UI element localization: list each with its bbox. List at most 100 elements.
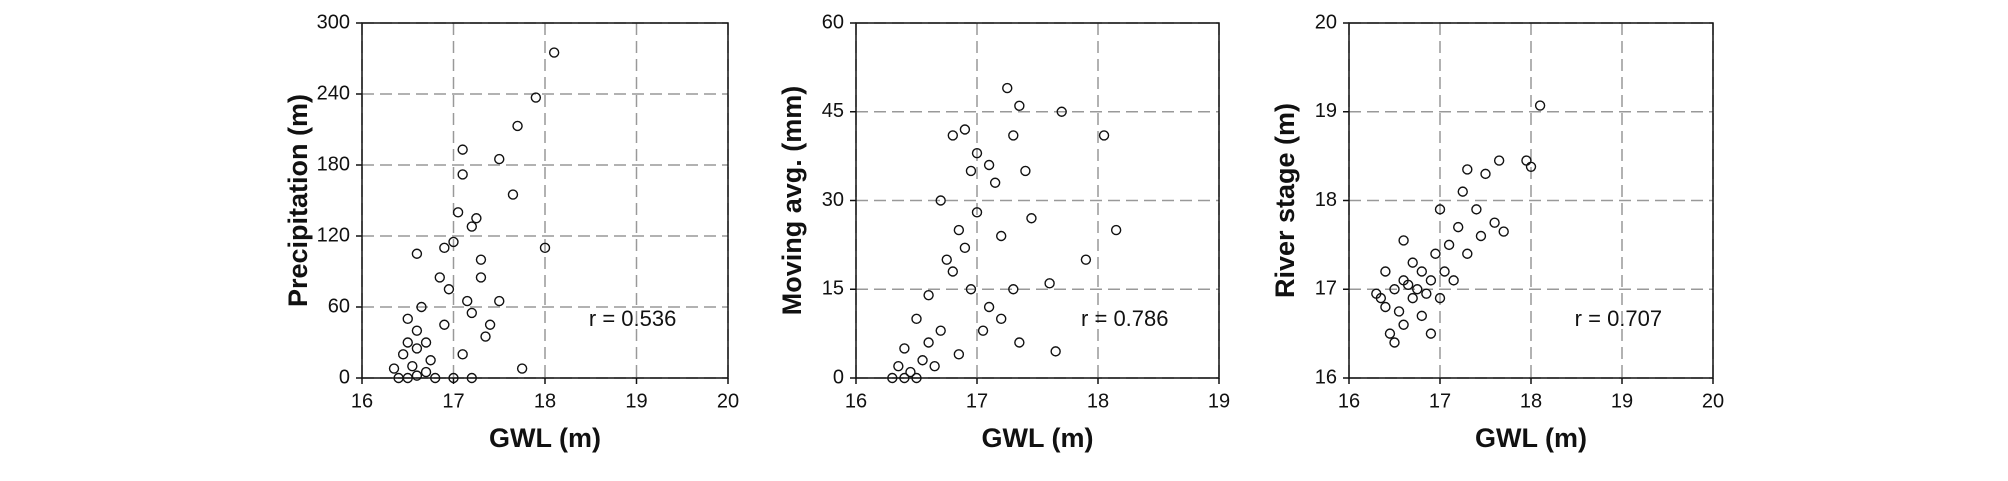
point [530,92,542,103]
point [388,363,400,374]
point [494,153,505,165]
point [971,147,983,159]
point [941,254,952,265]
point [420,337,432,348]
x-axis-label: GWL (m) [982,423,1094,453]
y-tick-label: 45 [822,100,844,122]
point [1380,266,1391,277]
note: r = 0.536 [589,306,676,331]
x-tick-label: 20 [1702,390,1724,412]
point [983,159,995,171]
point [402,313,413,325]
point [1389,284,1400,295]
point [457,144,468,155]
point [1380,301,1391,313]
point [439,319,450,330]
point [911,372,922,384]
point [484,319,496,330]
point [457,169,468,180]
point [1425,328,1437,339]
point [989,177,1001,188]
plot-border [361,22,729,379]
y-tick-label: 17 [1315,278,1337,300]
y-tick-label: 15 [822,278,844,300]
point [977,325,989,336]
point [1498,226,1509,237]
plot-border [855,22,1220,379]
point [947,130,958,141]
point [935,195,946,206]
point [1493,155,1505,166]
point [905,366,916,378]
point [1008,130,1019,141]
point [1402,279,1414,291]
point [1521,155,1532,166]
point [407,360,418,372]
point [1050,346,1061,357]
point [397,349,409,360]
point [1044,278,1055,289]
point [448,236,459,248]
point [1489,217,1500,228]
point [1407,292,1418,304]
x-tick-label: 19 [625,390,647,412]
point [893,360,904,372]
point [1439,266,1450,277]
point [411,370,423,381]
y-tick-label: 120 [317,224,350,246]
point [548,47,560,58]
y-axis-label: Precipitation (m) [283,94,313,307]
point [917,355,928,366]
point [1026,213,1037,224]
point [475,272,487,283]
point [1525,161,1537,172]
y-tick-label: 60 [328,295,350,317]
x-axis-label: GWL (m) [1475,423,1587,453]
point [1434,292,1446,304]
point [983,301,995,313]
point [947,266,958,277]
point [929,360,940,372]
point [471,213,482,224]
x-tick-label: 18 [1520,390,1542,412]
point [516,363,528,374]
x-tick-label: 16 [351,390,373,412]
y-tick-label: 20 [1315,11,1337,33]
point [1393,306,1405,317]
x-tick-label: 16 [845,390,867,412]
point [923,337,934,348]
point [1014,337,1025,348]
x-tick-label: 19 [1611,390,1633,412]
point [416,301,427,313]
point [1462,164,1473,175]
point [1056,106,1067,117]
x-tick-label: 18 [1087,390,1109,412]
point [494,295,505,307]
point [466,221,477,232]
plot-border [1348,22,1714,379]
y-tick-label: 16 [1315,366,1337,388]
point [457,349,468,360]
point [411,248,423,259]
point [1452,221,1464,233]
point [480,331,491,342]
point [1434,204,1446,215]
point [462,295,473,307]
point [434,272,445,283]
point [1020,165,1031,177]
y-axis-label: Moving avg. (mm) [777,86,807,316]
point [911,313,922,325]
point [466,372,477,384]
point [1425,275,1437,286]
x-axis-label: GWL (m) [489,423,601,453]
y-tick-label: 60 [822,11,844,33]
point [448,372,459,384]
point [430,372,441,384]
point [1389,337,1400,348]
point [411,325,423,336]
point [1475,230,1487,242]
point [420,366,432,378]
y-axis-label: River stage (m) [1270,103,1300,298]
point [425,355,436,366]
chart-panel: 16 17 18 19 20 16 17 18 19 20 r = 0.707 GWL (m) Rive… [1270,11,1724,453]
